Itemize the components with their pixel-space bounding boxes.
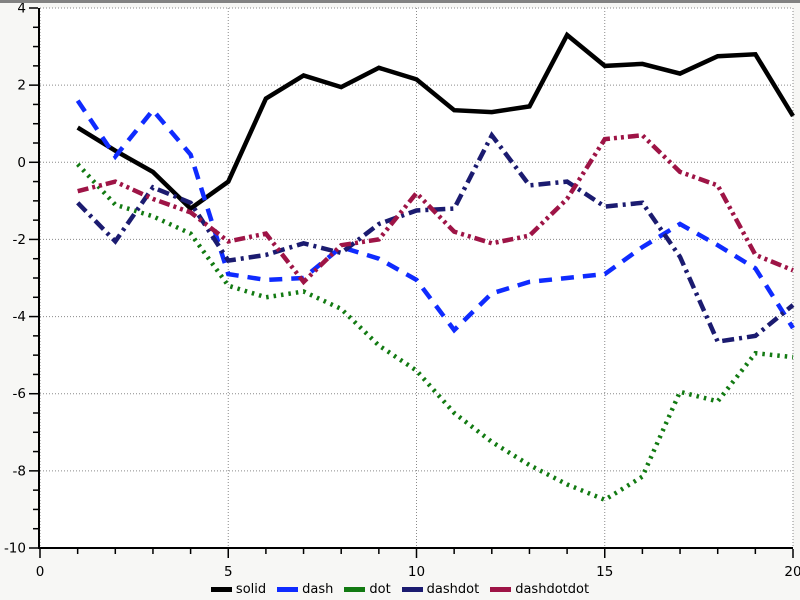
series-dash bbox=[75, 99, 795, 334]
legend-label-dash: dash bbox=[302, 582, 334, 597]
legend-swatch-dot bbox=[344, 587, 366, 592]
series-dashdotdot bbox=[77, 132, 794, 286]
legend-swatch-solid bbox=[210, 587, 232, 592]
x-tick-label: 5 bbox=[224, 564, 233, 580]
legend-label-dashdot: dashdot bbox=[426, 582, 480, 597]
legend-label-dashdotdot: dashdotdot bbox=[515, 582, 590, 597]
x-tick-label: 20 bbox=[784, 564, 800, 580]
axes bbox=[38, 8, 793, 549]
window-top-border bbox=[0, 0, 800, 3]
ticks bbox=[29, 7, 794, 558]
y-tick-label: 4 bbox=[17, 1, 26, 17]
y-tick-label: -8 bbox=[13, 463, 26, 479]
legend-item-dashdotdot: dashdotdot bbox=[490, 582, 589, 597]
y-tick-label: 0 bbox=[17, 155, 26, 171]
legend-label-dot: dot bbox=[369, 582, 391, 597]
legend-swatch-dashdotdot bbox=[490, 587, 512, 592]
series-solid bbox=[76, 31, 795, 212]
legend-item-dashdot: dashdot bbox=[401, 582, 480, 597]
y-tick-label: 2 bbox=[17, 78, 26, 94]
x-tick-label: 0 bbox=[36, 564, 45, 580]
y-tick-label: -6 bbox=[13, 386, 26, 402]
legend-item-dot: dot bbox=[344, 582, 391, 597]
legend-item-solid: solid bbox=[210, 582, 267, 597]
y-tick-label: -4 bbox=[13, 309, 26, 325]
y-tick-label: -10 bbox=[4, 541, 26, 557]
legend-label-solid: solid bbox=[235, 582, 267, 597]
legend: solid dash dot dashdot dashdotdot bbox=[0, 582, 800, 597]
legend-item-dash: dash bbox=[277, 582, 333, 597]
legend-swatch-dash bbox=[277, 587, 299, 592]
x-tick-label: 15 bbox=[596, 564, 613, 580]
legend-swatch-dashdot bbox=[401, 587, 423, 592]
x-tick-label: 10 bbox=[408, 564, 425, 580]
y-tick-label: -2 bbox=[13, 232, 26, 248]
